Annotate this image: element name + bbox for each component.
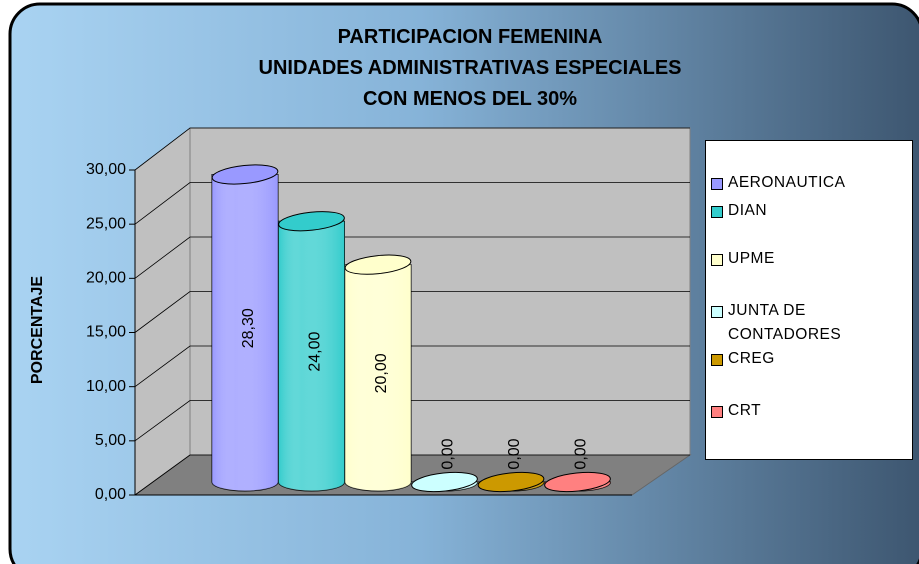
bar-top — [544, 471, 611, 493]
bar-shade — [278, 221, 345, 491]
data-label: 0,00 — [440, 438, 457, 469]
legend-swatch — [711, 306, 723, 318]
legend-entry: JUNTA DE CONTADORES — [711, 299, 878, 347]
grid-line — [134, 400, 690, 442]
y-tick-label: 0,00 — [95, 486, 126, 503]
y-tick-label: 20,00 — [86, 270, 126, 287]
bar — [211, 164, 279, 492]
legend-label: CREG — [728, 350, 775, 367]
legend-swatch — [711, 254, 723, 266]
y-tick-label: 25,00 — [86, 215, 126, 232]
legend-swatch — [711, 206, 723, 218]
legend-entry: CRT — [711, 399, 878, 423]
y-tick-label: 5,00 — [95, 432, 126, 449]
legend: AERONAUTICA DIAN UPME JUNTA DE CONTADORES CR… — [705, 140, 913, 460]
y-tick-label: 30,00 — [86, 161, 126, 178]
bar-top — [344, 254, 412, 275]
bar — [344, 254, 412, 492]
data-label: 0,00 — [506, 438, 523, 469]
legend-label: AERONAUTICA — [728, 174, 846, 191]
bar — [278, 211, 345, 492]
legend-label: DIAN — [728, 202, 768, 219]
bar — [410, 471, 479, 493]
grid-line — [134, 291, 690, 333]
bar-shade — [212, 174, 278, 491]
legend-entry: DIAN — [711, 199, 878, 223]
data-label: 28,30 — [240, 308, 257, 348]
data-label: 20,00 — [373, 353, 390, 393]
y-tick-label: 10,00 — [86, 378, 126, 395]
legend-label: UPME — [728, 250, 775, 267]
bar-top — [211, 164, 279, 185]
legend-entry: CREG — [711, 347, 878, 371]
y-tick-label: 15,00 — [86, 324, 126, 341]
data-label: 24,00 — [307, 331, 324, 371]
legend-label: JUNTA DE CONTADORES — [728, 302, 842, 343]
legend-swatch — [711, 406, 723, 418]
y-axis-title: PORCENTAJE — [29, 276, 46, 384]
legend-label: CRT — [728, 402, 762, 419]
legend-swatch — [711, 354, 723, 366]
grid-line — [134, 182, 690, 225]
data-label: 0,00 — [573, 438, 590, 469]
legend-entry: AERONAUTICA — [711, 171, 878, 195]
bar — [543, 471, 612, 493]
grid-line — [134, 127, 690, 171]
bar-top — [278, 211, 345, 232]
grid-line — [134, 454, 690, 496]
grid-line — [134, 345, 690, 387]
chart-title: PARTICIPACION FEMENINA UNIDADES ADMINIST… — [258, 26, 682, 110]
bar-top — [411, 471, 478, 493]
legend-swatch — [711, 178, 723, 190]
legend-entry: UPME — [711, 247, 878, 271]
grid-line — [134, 236, 690, 279]
bar-top — [477, 471, 545, 493]
bar-shade — [345, 264, 411, 491]
side-wall — [135, 128, 190, 495]
bar — [477, 471, 545, 493]
